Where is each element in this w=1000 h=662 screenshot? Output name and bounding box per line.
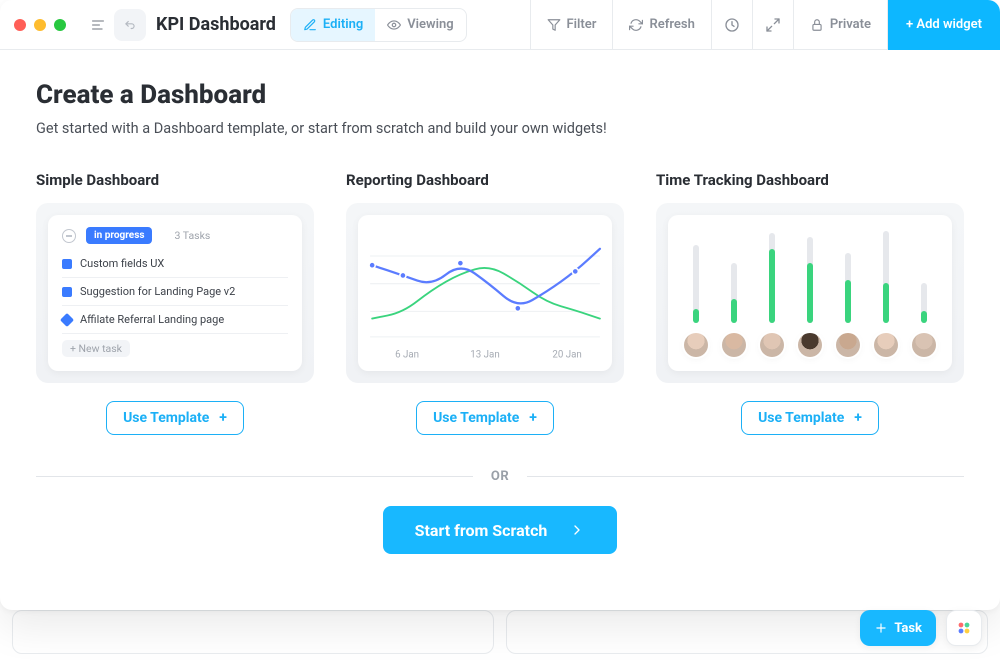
new-task-button[interactable]: Task — [860, 610, 936, 646]
svg-text:20 Jan: 20 Jan — [552, 350, 581, 361]
use-template-label: Use Template — [123, 410, 209, 426]
mode-editing-button[interactable]: Editing — [291, 9, 375, 41]
minimize-window-icon[interactable] — [34, 19, 46, 31]
start-from-scratch-button[interactable]: Start from Scratch — [383, 506, 618, 554]
mode-toggle: Editing Viewing — [290, 8, 467, 42]
use-template-button[interactable]: Use Template + — [741, 401, 879, 435]
back-button[interactable] — [114, 9, 146, 41]
start-from-scratch-label: Start from Scratch — [415, 521, 548, 540]
template-title: Simple Dashboard — [36, 171, 314, 189]
plus-icon: + — [529, 410, 537, 426]
close-window-icon[interactable] — [14, 19, 26, 31]
divider-line — [527, 476, 964, 477]
status-pill: in progress — [86, 227, 152, 244]
avatar — [798, 333, 822, 357]
menu-button[interactable] — [82, 9, 114, 41]
maximize-window-icon[interactable] — [54, 19, 66, 31]
filter-label: Filter — [567, 17, 597, 32]
floating-actions: Task — [860, 610, 982, 646]
time-bars — [682, 231, 938, 323]
template-thumbnail: in progress 3 Tasks Custom fields UX Sug… — [36, 203, 314, 383]
task-row: Suggestion for Landing Page v2 — [62, 280, 288, 303]
template-cards: Simple Dashboard in progress 3 Tasks Cus… — [36, 171, 964, 435]
body: Create a Dashboard Get started with a Da… — [0, 50, 1000, 582]
subheading: Get started with a Dashboard template, o… — [36, 120, 964, 137]
task-label: Affilate Referral Landing page — [80, 313, 224, 326]
template-card: Reporting Dashboard 6 Jan 13 Jan 20 Jan Use … — [346, 171, 624, 435]
template-title: Time Tracking Dashboard — [656, 171, 964, 189]
task-row: Affilate Referral Landing page — [62, 308, 288, 331]
new-task-row[interactable]: + New task — [62, 340, 130, 357]
top-bar: KPI Dashboard Editing Viewing Filter — [0, 0, 1000, 50]
filter-button[interactable]: Filter — [530, 0, 613, 50]
apps-button[interactable] — [946, 610, 982, 646]
template-title: Reporting Dashboard — [346, 171, 624, 189]
refresh-label: Refresh — [649, 17, 694, 32]
plus-icon: + — [854, 410, 862, 426]
avatar — [722, 333, 746, 357]
privacy-button[interactable]: Private — [793, 0, 887, 50]
line-chart: 6 Jan 13 Jan 20 Jan — [366, 227, 604, 365]
add-widget-button[interactable]: + Add widget — [887, 0, 1000, 50]
svg-text:13 Jan: 13 Jan — [470, 350, 499, 361]
task-label: Custom fields UX — [80, 257, 164, 270]
or-label: OR — [491, 469, 509, 484]
use-template-button[interactable]: Use Template + — [106, 401, 244, 435]
mode-editing-label: Editing — [323, 17, 363, 32]
new-task-label: Task — [894, 621, 922, 636]
avatar — [684, 333, 708, 357]
window-controls — [14, 19, 66, 31]
task-label: Suggestion for Landing Page v2 — [80, 285, 235, 298]
template-thumbnail: 6 Jan 13 Jan 20 Jan — [346, 203, 624, 383]
toolbar-actions: Filter Refresh Private + Add widget — [530, 0, 1000, 50]
background-panels — [12, 610, 988, 654]
autorefresh-button[interactable] — [711, 0, 752, 50]
template-card: Time Tracking Dashboard Use Template + — [656, 171, 964, 435]
avatar — [912, 333, 936, 357]
page-title: KPI Dashboard — [156, 14, 276, 35]
use-template-button[interactable]: Use Template + — [416, 401, 554, 435]
avatar — [760, 333, 784, 357]
template-thumbnail — [656, 203, 964, 383]
expand-button[interactable] — [752, 0, 793, 50]
task-status-icon — [60, 312, 74, 326]
panel-ghost — [12, 610, 494, 654]
or-divider: OR — [36, 469, 964, 484]
task-status-icon — [62, 259, 72, 269]
heading: Create a Dashboard — [36, 80, 964, 110]
privacy-label: Private — [830, 17, 871, 32]
task-count: 3 Tasks — [174, 229, 210, 242]
collapse-icon[interactable] — [62, 229, 76, 243]
task-status-icon — [62, 287, 72, 297]
task-row: Custom fields UX — [62, 252, 288, 275]
add-widget-label: + Add widget — [906, 17, 982, 32]
mode-viewing-button[interactable]: Viewing — [375, 9, 465, 41]
avatars-row — [682, 333, 938, 357]
refresh-button[interactable]: Refresh — [612, 0, 710, 50]
use-template-label: Use Template — [758, 410, 844, 426]
avatar — [874, 333, 898, 357]
app-window: KPI Dashboard Editing Viewing Filter — [0, 0, 1000, 610]
svg-text:6 Jan: 6 Jan — [395, 350, 419, 361]
avatar — [836, 333, 860, 357]
plus-icon: + — [219, 410, 227, 426]
mode-viewing-label: Viewing — [407, 17, 453, 32]
use-template-label: Use Template — [433, 410, 519, 426]
divider-line — [36, 476, 473, 477]
template-card: Simple Dashboard in progress 3 Tasks Cus… — [36, 171, 314, 435]
